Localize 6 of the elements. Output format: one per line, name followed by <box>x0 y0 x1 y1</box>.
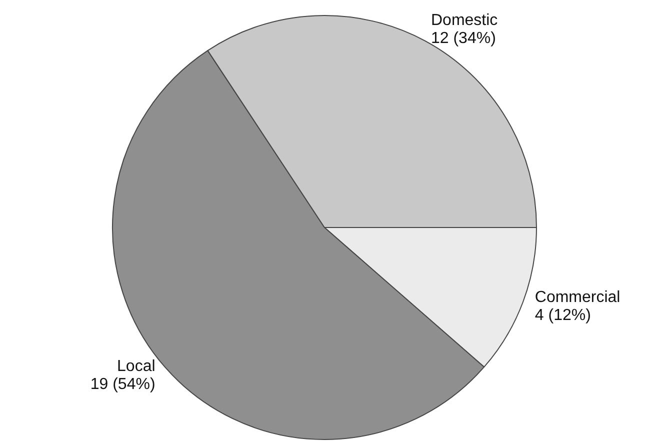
data-label: 4 (12%) <box>534 306 591 324</box>
slice-label: Domestic <box>430 12 498 30</box>
data-label: 19 (54%) <box>90 376 156 393</box>
slice-label: Local <box>117 358 156 375</box>
slice-label: Commercial <box>534 288 620 306</box>
data-label: 12 (34%) <box>430 30 496 48</box>
